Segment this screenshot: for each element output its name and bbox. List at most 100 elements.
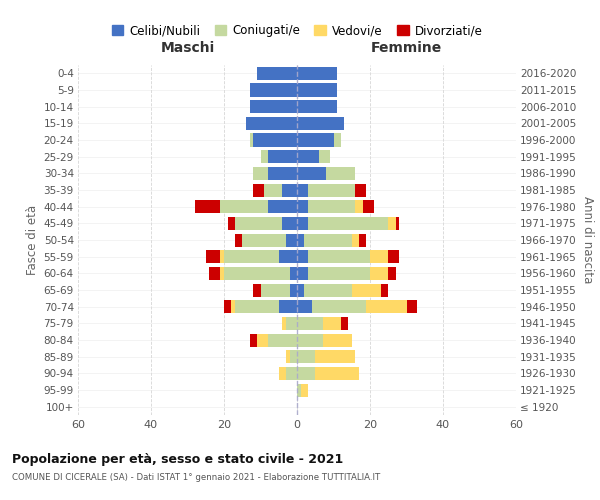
Bar [268, 334, 297, 346]
Bar [297, 267, 308, 280]
Bar [388, 250, 399, 263]
Bar [308, 200, 355, 213]
Bar [297, 250, 308, 263]
Bar [286, 350, 290, 363]
Legend: Celibi/Nubili, Coniugati/e, Vedovi/e, Divorziati/e: Celibi/Nubili, Coniugati/e, Vedovi/e, Di… [109, 22, 485, 40]
Bar [370, 267, 388, 280]
Bar [323, 334, 352, 346]
Bar [220, 200, 268, 213]
Bar [308, 217, 388, 230]
Bar [297, 67, 337, 80]
Bar [290, 284, 297, 296]
Bar [301, 384, 308, 396]
Bar [268, 150, 297, 163]
Bar [206, 250, 220, 263]
Bar [260, 284, 290, 296]
Bar [323, 317, 341, 330]
Text: COMUNE DI CICERALE (SA) - Dati ISTAT 1° gennaio 2021 - Elaborazione TUTTITALIA.I: COMUNE DI CICERALE (SA) - Dati ISTAT 1° … [12, 472, 380, 482]
Bar [370, 250, 388, 263]
Bar [381, 284, 388, 296]
Bar [253, 184, 264, 196]
Bar [283, 217, 297, 230]
Bar [290, 267, 297, 280]
Bar [297, 384, 301, 396]
Bar [286, 367, 297, 380]
Bar [334, 134, 341, 146]
Bar [253, 284, 260, 296]
Bar [352, 284, 381, 296]
Bar [395, 217, 399, 230]
Bar [367, 300, 407, 313]
Bar [315, 367, 359, 380]
Bar [224, 300, 232, 313]
Bar [250, 100, 297, 113]
Bar [279, 250, 297, 263]
Y-axis label: Anni di nascita: Anni di nascita [581, 196, 594, 284]
Bar [246, 117, 297, 130]
Bar [253, 134, 297, 146]
Bar [297, 134, 334, 146]
Bar [297, 284, 304, 296]
Bar [224, 250, 279, 263]
Bar [297, 234, 304, 246]
Bar [286, 234, 297, 246]
Bar [232, 300, 235, 313]
Bar [359, 234, 367, 246]
Bar [227, 217, 235, 230]
Bar [297, 217, 308, 230]
Bar [283, 184, 297, 196]
Bar [355, 184, 367, 196]
Bar [388, 217, 395, 230]
Bar [264, 184, 283, 196]
Bar [304, 234, 352, 246]
Bar [319, 150, 330, 163]
Bar [235, 234, 242, 246]
Bar [224, 267, 290, 280]
Bar [195, 200, 220, 213]
Bar [388, 267, 395, 280]
Bar [235, 300, 279, 313]
Bar [297, 150, 319, 163]
Bar [235, 217, 283, 230]
Bar [362, 200, 374, 213]
Bar [326, 167, 355, 180]
Bar [308, 184, 355, 196]
Bar [260, 150, 268, 163]
Bar [297, 100, 337, 113]
Bar [220, 250, 224, 263]
Bar [257, 67, 297, 80]
Bar [297, 334, 323, 346]
Bar [297, 84, 337, 96]
Bar [279, 300, 297, 313]
Bar [304, 284, 352, 296]
Bar [283, 317, 286, 330]
Bar [257, 334, 268, 346]
Bar [297, 184, 308, 196]
Bar [286, 317, 297, 330]
Bar [297, 117, 344, 130]
Bar [297, 317, 323, 330]
Bar [315, 350, 355, 363]
Bar [407, 300, 418, 313]
Bar [250, 334, 257, 346]
Text: Popolazione per età, sesso e stato civile - 2021: Popolazione per età, sesso e stato civil… [12, 452, 343, 466]
Text: Femmine: Femmine [371, 40, 442, 54]
Bar [250, 84, 297, 96]
Bar [355, 200, 362, 213]
Bar [341, 317, 348, 330]
Bar [297, 200, 308, 213]
Bar [268, 167, 297, 180]
Bar [352, 234, 359, 246]
Bar [209, 267, 220, 280]
Text: Maschi: Maschi [160, 40, 215, 54]
Bar [253, 167, 268, 180]
Bar [220, 267, 224, 280]
Bar [250, 134, 253, 146]
Bar [297, 167, 326, 180]
Bar [297, 367, 315, 380]
Bar [311, 300, 367, 313]
Bar [290, 350, 297, 363]
Y-axis label: Fasce di età: Fasce di età [26, 205, 40, 275]
Bar [308, 250, 370, 263]
Bar [268, 200, 297, 213]
